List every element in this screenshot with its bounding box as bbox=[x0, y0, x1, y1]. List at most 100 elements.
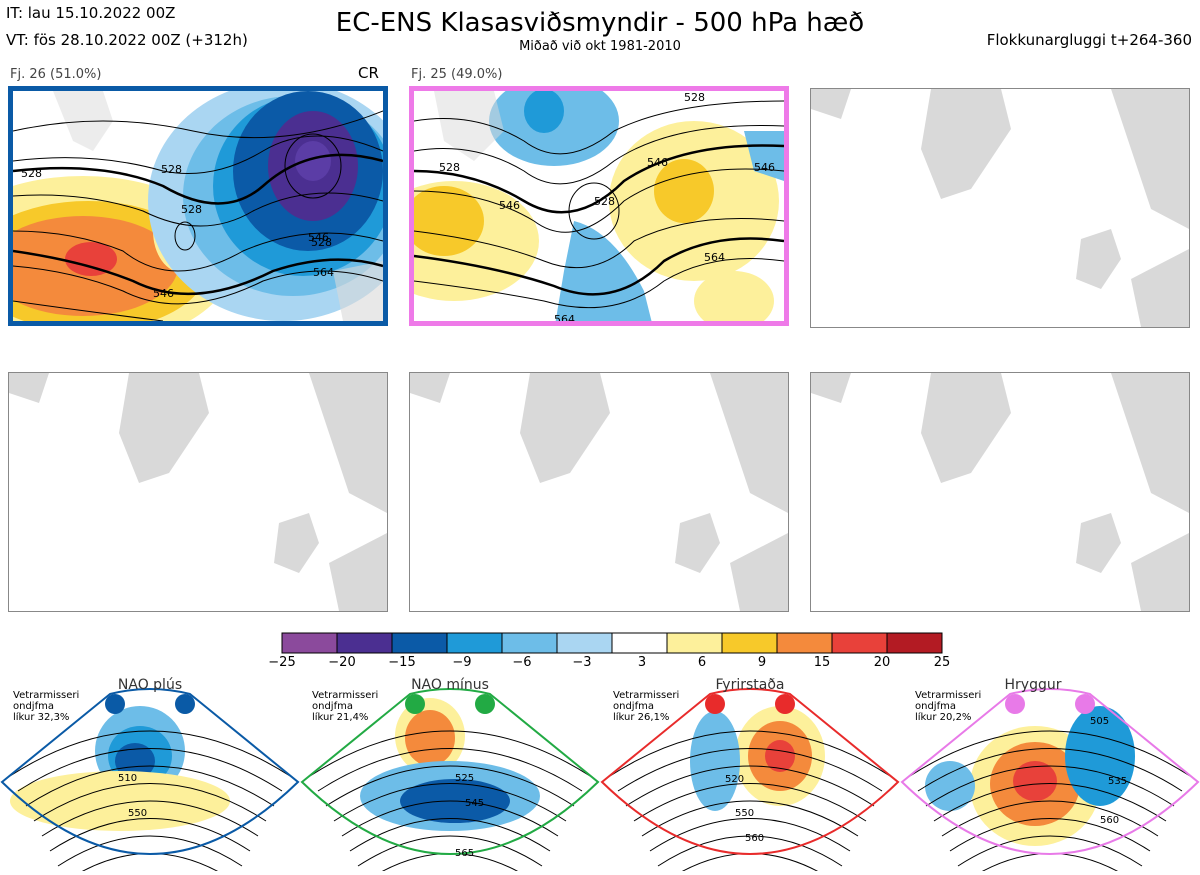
colorbar-tick-label: 6 bbox=[697, 655, 707, 670]
height-contour bbox=[925, 765, 1175, 807]
height-contour bbox=[633, 783, 867, 822]
empty-map-5-svg bbox=[410, 373, 788, 611]
height-contour bbox=[941, 800, 1159, 837]
contour-label: 564 bbox=[704, 251, 725, 264]
cluster-2-map-svg: 528 528 546 546 564 564 546 582 528 bbox=[414, 91, 784, 321]
regime-contour-label: 545 bbox=[465, 798, 484, 809]
cluster-2-label: Fj. 25 (49.0%) bbox=[411, 67, 503, 82]
colorbar-tick-label: 3 bbox=[637, 655, 647, 670]
colorbar-segment bbox=[336, 632, 393, 654]
height-contour bbox=[49, 818, 251, 852]
height-contour bbox=[357, 835, 543, 867]
regime-frame bbox=[300, 688, 600, 855]
contour-label: 528 bbox=[311, 236, 332, 249]
regime-marker bbox=[775, 694, 795, 714]
anomaly-blob bbox=[115, 743, 155, 779]
colorbar-segment bbox=[611, 632, 668, 654]
regime-contour-label: 550 bbox=[128, 808, 147, 819]
height-contour bbox=[617, 748, 883, 792]
contour-label: 546 bbox=[647, 156, 668, 169]
height-contour bbox=[609, 730, 891, 777]
regime-marker bbox=[1075, 694, 1095, 714]
contour-label: 528 bbox=[21, 167, 42, 180]
contour-label: 564 bbox=[163, 319, 184, 321]
colorbar-segment bbox=[831, 632, 888, 654]
height-contour bbox=[41, 800, 259, 837]
regime-frame bbox=[900, 688, 1200, 855]
height-contour bbox=[349, 818, 551, 852]
height-contour bbox=[657, 835, 843, 867]
regime-marker bbox=[405, 694, 425, 714]
regime-fan-map: 505 535 560 bbox=[900, 688, 1200, 875]
regime-contour-label: 535 bbox=[1108, 776, 1127, 787]
regime-contour-label: 560 bbox=[1100, 815, 1119, 826]
height-contour bbox=[333, 783, 567, 822]
regime-contour-label: 510 bbox=[118, 773, 137, 784]
height-contour bbox=[374, 853, 526, 875]
regime-marker bbox=[175, 694, 195, 714]
colorbar-tick-label: −20 bbox=[328, 655, 356, 670]
regime-4-title: Hryggur bbox=[1004, 677, 1062, 693]
empty-map-3[interactable] bbox=[810, 88, 1190, 328]
contour-label: 528 bbox=[684, 91, 705, 104]
colorbar-tick-label: 20 bbox=[873, 655, 891, 670]
height-contour bbox=[674, 853, 826, 875]
regime-2-meta: Vetrarmisseri ondjfma líkur 21,4% bbox=[312, 690, 379, 723]
empty-map-4-svg bbox=[9, 373, 387, 611]
anomaly-blob bbox=[1013, 761, 1057, 801]
regime-marker bbox=[475, 694, 495, 714]
regime-3-meta: Vetrarmisseri ondjfma líkur 26,1% bbox=[613, 690, 680, 723]
regime-contour-label: 560 bbox=[745, 833, 764, 844]
colorbar-tick-label: −9 bbox=[452, 655, 472, 670]
contour-label: 564 bbox=[554, 313, 575, 321]
empty-map-6-svg bbox=[811, 373, 1189, 611]
anomaly-blob bbox=[405, 710, 455, 766]
anomaly-blob bbox=[925, 761, 975, 811]
empty-map-5[interactable] bbox=[409, 372, 789, 612]
colorbar-segment bbox=[776, 632, 833, 654]
height-contour bbox=[641, 800, 859, 837]
regime-legend-svg: 510 550 525 545 565 520 550 560 505 535 560 bbox=[0, 688, 1200, 875]
regime-marker bbox=[705, 694, 725, 714]
regime-legend: 510 550 525 545 565 520 550 560 505 535 560 bbox=[0, 676, 1200, 875]
empty-map-4[interactable] bbox=[8, 372, 388, 612]
contour-label: 546 bbox=[754, 161, 775, 174]
page-title: EC-ENS Klasasviðsmyndir - 500 hPa hæð bbox=[335, 8, 865, 38]
contour-label: 564 bbox=[313, 266, 334, 279]
colorbar-segment bbox=[556, 632, 613, 654]
anomaly-blob bbox=[765, 740, 795, 772]
height-contour bbox=[17, 748, 283, 792]
regime-contour-label: 550 bbox=[735, 808, 754, 819]
height-contour bbox=[325, 765, 575, 807]
height-contour bbox=[917, 748, 1183, 792]
contour-label: 546 bbox=[308, 231, 329, 244]
height-contour bbox=[9, 730, 291, 777]
cluster-2-map[interactable]: 528 528 546 546 564 564 546 582 528 bbox=[409, 86, 789, 326]
colorbar-segment bbox=[886, 632, 943, 654]
regime-4-meta: Vetrarmisseri ondjfma líkur 20,2% bbox=[915, 690, 982, 723]
height-contour bbox=[957, 835, 1143, 867]
contour-label: 528 bbox=[161, 163, 182, 176]
page-subtitle: Miðað við okt 1981-2010 bbox=[519, 39, 681, 54]
colorbar-segment bbox=[501, 632, 558, 654]
cluster-1-map[interactable]: 528 528 528 546 564 528 546 564 bbox=[8, 86, 388, 326]
contour-label: 546 bbox=[499, 199, 520, 212]
colorbar-segment bbox=[721, 632, 778, 654]
height-contour bbox=[974, 853, 1126, 875]
empty-map-6[interactable] bbox=[810, 372, 1190, 612]
regime-frame bbox=[600, 688, 900, 855]
regime-contour-label: 505 bbox=[1090, 716, 1109, 727]
height-contour bbox=[625, 765, 875, 807]
regime-marker bbox=[1005, 694, 1025, 714]
regime-fan-map: 520 550 560 bbox=[600, 688, 900, 875]
cluster-1-regime-tag: CR bbox=[358, 64, 379, 82]
anomaly-blob bbox=[690, 711, 740, 811]
height-contour bbox=[909, 730, 1191, 777]
anomaly-blob bbox=[10, 771, 230, 831]
height-contour bbox=[649, 818, 851, 852]
contour-label: 528 bbox=[594, 195, 615, 208]
contour-label: 528 bbox=[439, 161, 460, 174]
regime-3-title: Fyrirstaða bbox=[715, 677, 785, 693]
height-contour bbox=[341, 800, 559, 837]
regime-1-title: NAO plús bbox=[117, 677, 183, 693]
